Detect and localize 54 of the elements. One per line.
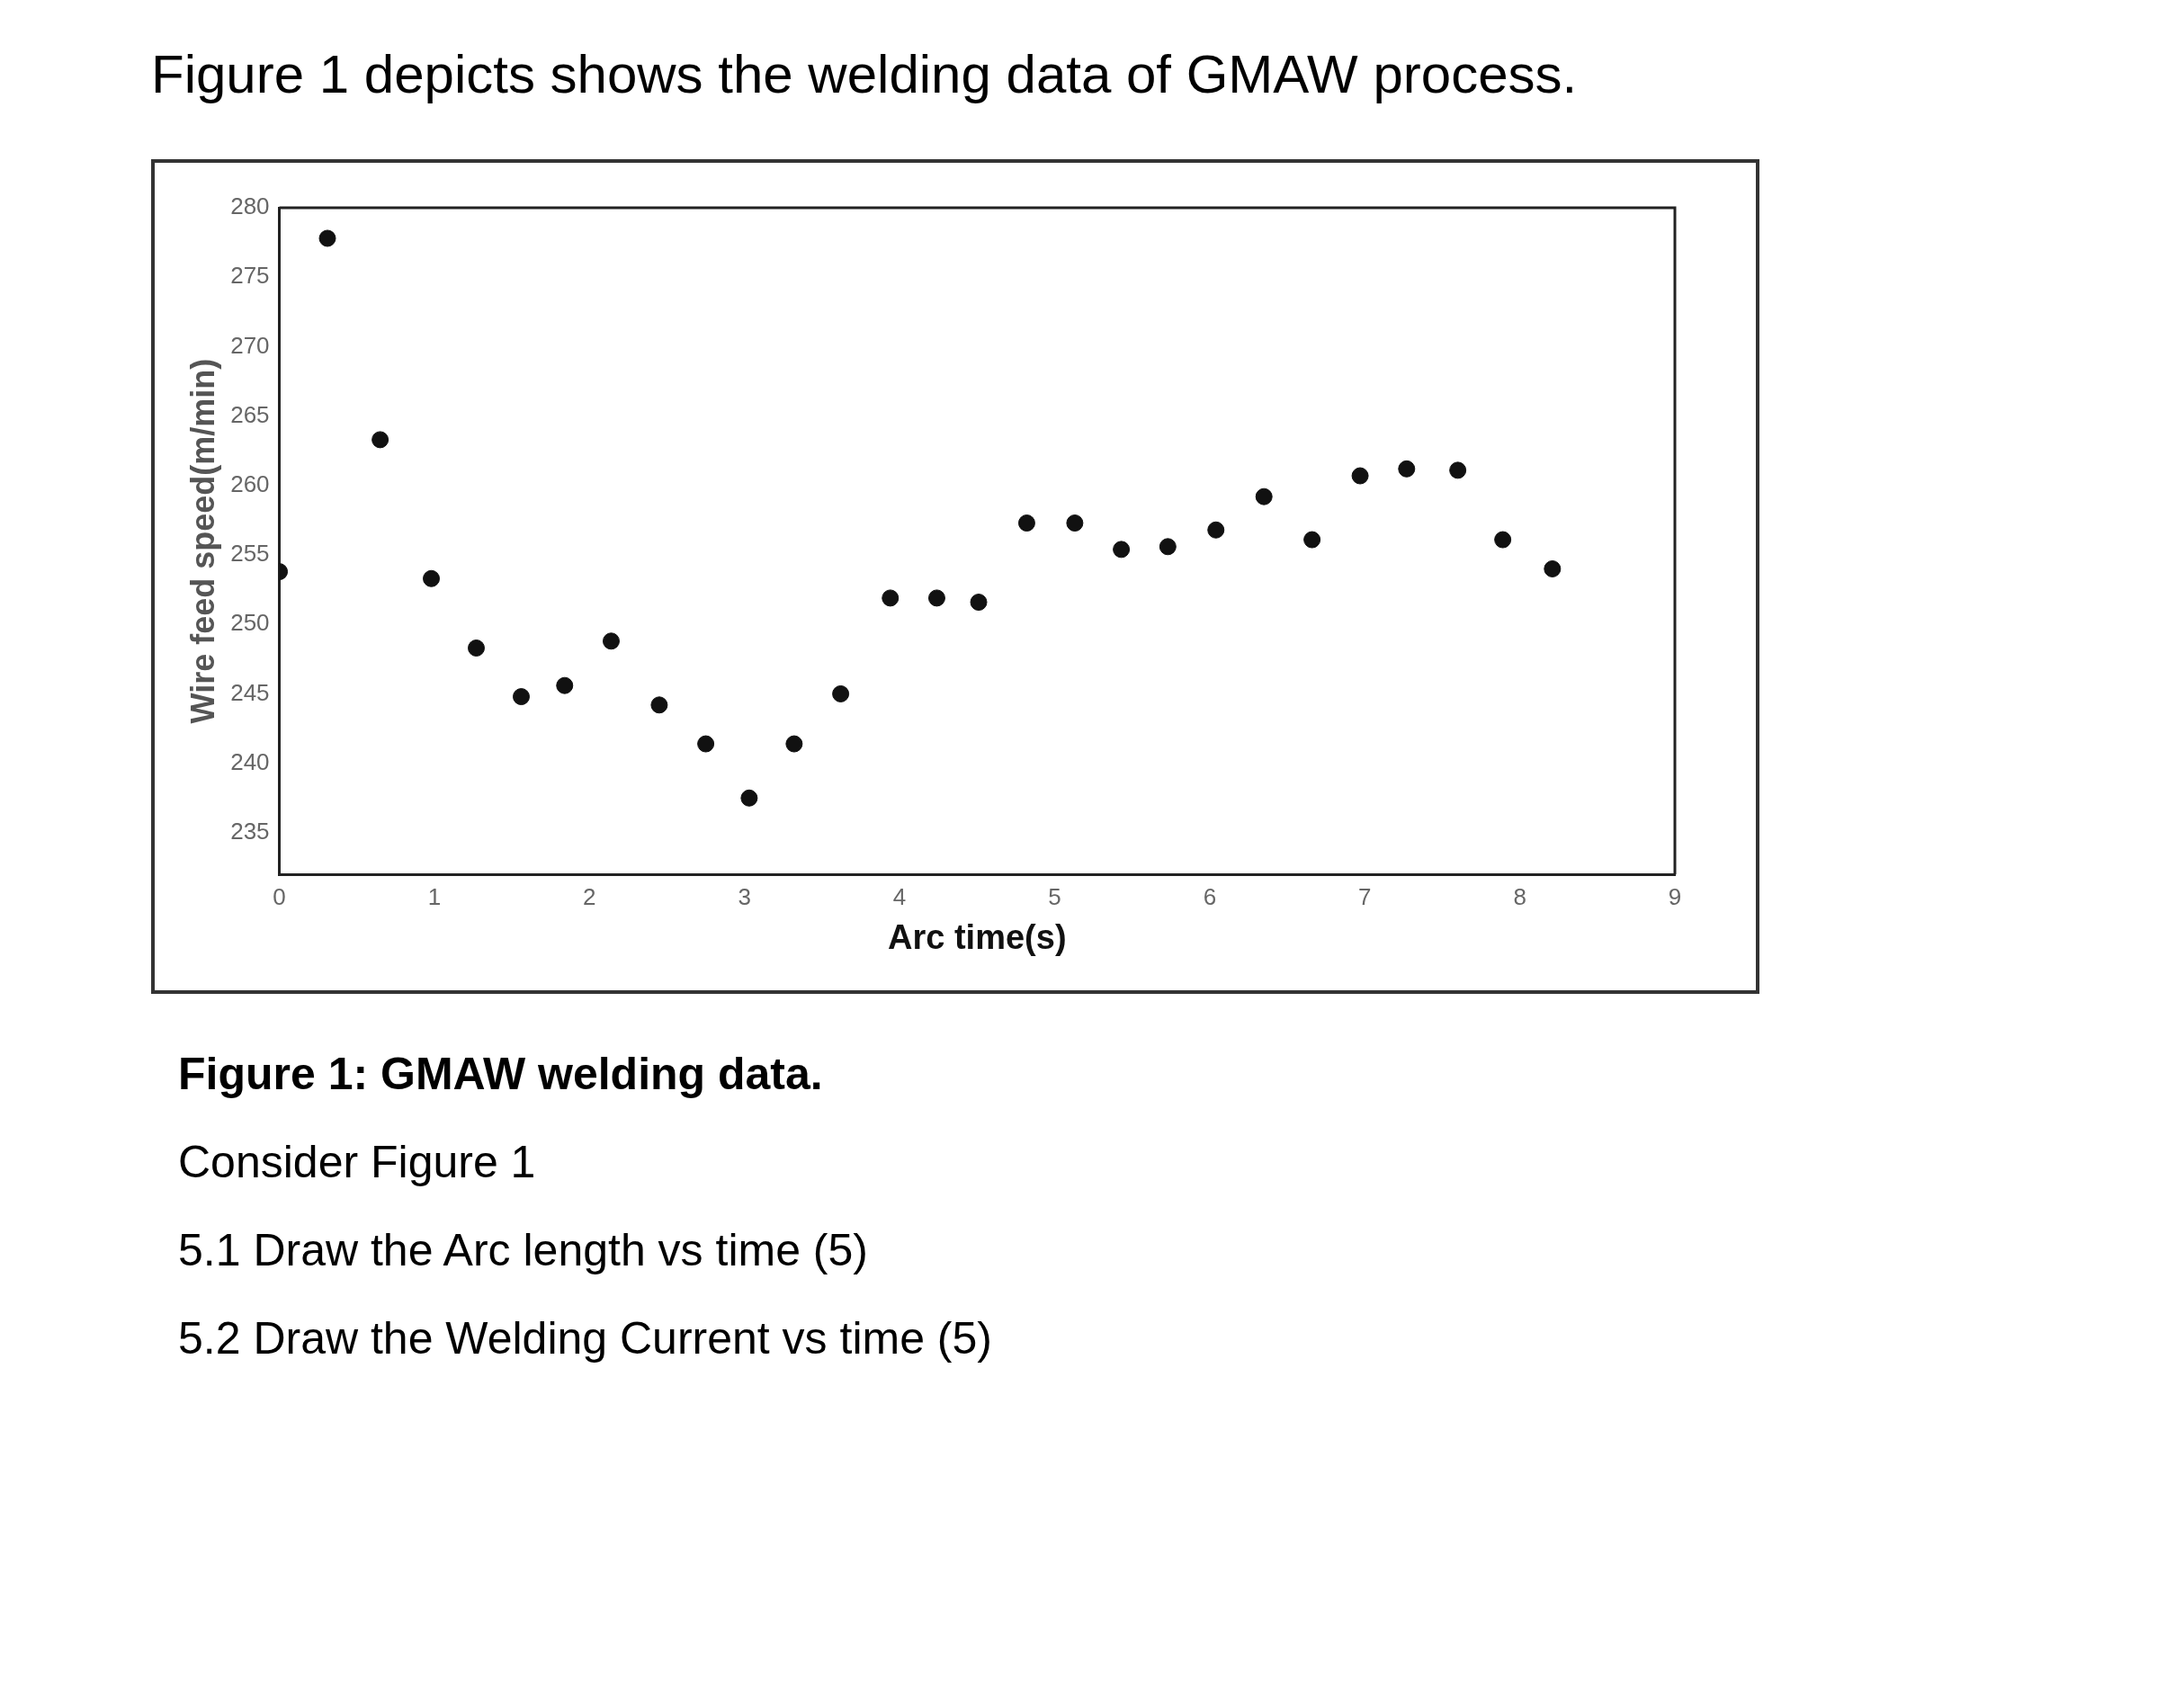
point (1255, 487, 1273, 505)
point (602, 632, 620, 650)
y-tick-label: 240 (230, 747, 270, 775)
y-tick-label: 280 (230, 192, 270, 220)
point (882, 589, 900, 607)
point (927, 589, 945, 607)
point (1494, 531, 1512, 549)
point (371, 431, 389, 449)
y-tick-label: 260 (230, 470, 270, 498)
point (1017, 514, 1035, 532)
y-tick-label: 275 (230, 262, 270, 290)
point (423, 569, 441, 587)
y-axis-title: Wire feed speed(m/min) (183, 358, 221, 724)
point (650, 696, 668, 714)
text: 5.1 Draw the Arc length vs time (5) (178, 1224, 869, 1276)
point (1066, 514, 1084, 532)
x-tick-label: 3 (738, 882, 751, 910)
point (832, 684, 850, 702)
x-tick-label: 2 (583, 882, 596, 910)
point (556, 676, 574, 694)
point (1113, 541, 1131, 559)
x-tick-label: 8 (1513, 882, 1526, 910)
y-tick-label: 235 (230, 818, 270, 845)
x-tick-label: 5 (1048, 882, 1061, 910)
x-tick-label: 6 (1203, 882, 1217, 910)
y-tick-label: 265 (230, 400, 270, 428)
x-axis-title: Arc time(s) (888, 917, 1067, 956)
point (1303, 531, 1321, 549)
point (1544, 559, 1562, 577)
x-tick-label: 7 (1358, 882, 1372, 910)
point (512, 688, 530, 706)
point (740, 789, 758, 807)
y-tick-label: 245 (230, 678, 270, 706)
point (1449, 461, 1467, 479)
x-tick-label: 1 (427, 882, 442, 910)
x-tick-label: 4 (892, 882, 907, 910)
point (1159, 538, 1177, 556)
point (1351, 467, 1369, 485)
text: Consider Figure 1 (178, 1136, 537, 1188)
point (970, 594, 988, 612)
text: 5.2 Draw the Welding Current vs time (5) (178, 1312, 993, 1364)
y-tick-label: 270 (230, 331, 270, 359)
point (1398, 460, 1416, 478)
caption: Figure 1: GMAW welding data. (178, 1048, 824, 1100)
x-tick-label: 9 (1668, 882, 1682, 910)
point (697, 735, 715, 753)
x-tick-label: 0 (273, 882, 286, 910)
point (785, 735, 803, 753)
y-tick-label: 255 (230, 540, 270, 568)
point (468, 639, 485, 657)
point (318, 229, 336, 247)
point (1207, 521, 1225, 539)
y-tick-label: 250 (230, 609, 270, 637)
chart-title: Figure 1 depicts shows the welding data of GMAW process. (151, 43, 1579, 105)
